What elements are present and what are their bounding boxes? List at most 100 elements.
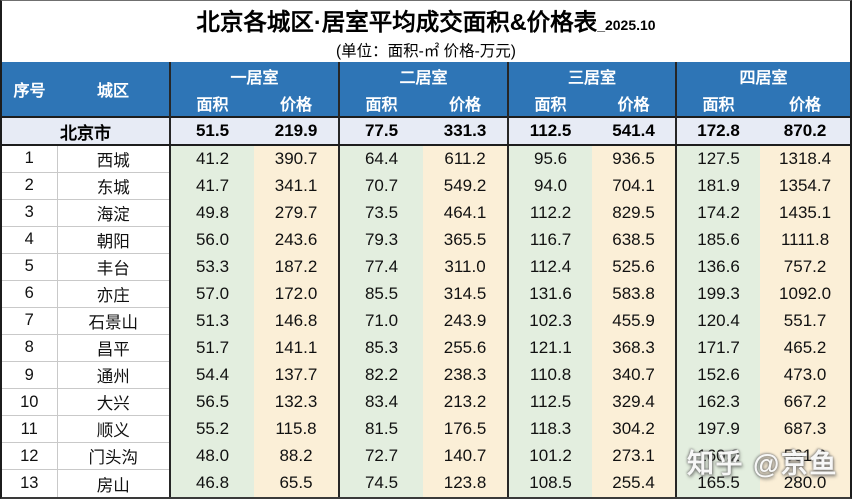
- district-name: 朝阳: [57, 226, 170, 254]
- area-value: 165.5: [675, 469, 761, 497]
- price-value: 1111.8: [760, 226, 851, 254]
- row-index: 12: [2, 442, 58, 471]
- area-value: 160.2: [675, 442, 761, 470]
- table-row: 12 门头沟 48.0 88.2 72.7 140.7 101.2 273.1 …: [2, 442, 851, 471]
- row-index: 4: [2, 226, 58, 254]
- price-value: 243.6: [254, 226, 340, 254]
- header-area-4: 面积: [675, 90, 761, 117]
- header-district: 城区: [57, 62, 170, 117]
- price-value: 65.5: [254, 469, 340, 497]
- header-group-3br: 三居室: [507, 62, 677, 90]
- price-value: 279.7: [254, 199, 340, 227]
- row-index: 8: [2, 334, 58, 363]
- price-value: 611.2: [423, 145, 509, 173]
- summary-name: 北京市: [2, 116, 170, 146]
- header-group-2br: 二居室: [338, 62, 509, 90]
- price-value: 213.2: [423, 388, 509, 416]
- area-value: 112.4: [507, 253, 593, 281]
- area-value: 41.7: [169, 172, 254, 200]
- price-value: 549.2: [423, 172, 509, 200]
- price-value: 638.5: [592, 226, 677, 254]
- row-index: 11: [2, 415, 58, 444]
- district-name: 丰台: [57, 253, 170, 281]
- district-name: 通州: [57, 361, 170, 390]
- row-index: 6: [2, 280, 58, 308]
- summary-value: 112.5: [507, 116, 593, 146]
- row-index: 13: [2, 469, 58, 497]
- area-value: 197.9: [675, 415, 761, 443]
- price-value: 1092.0: [760, 280, 851, 308]
- area-value: 77.4: [338, 253, 424, 281]
- table-row: 4 朝阳 56.0 243.6 79.3 365.5 116.7 638.5 1…: [2, 226, 851, 254]
- area-value: 181.9: [675, 172, 761, 200]
- area-value: 72.7: [338, 442, 424, 470]
- table-row: 3 海淀 49.8 279.7 73.5 464.1 112.2 829.5 1…: [2, 199, 851, 227]
- price-value: 140.7: [423, 442, 509, 470]
- price-value: 551.7: [760, 307, 851, 335]
- price-value: 273.1: [592, 442, 677, 470]
- price-value: 123.8: [423, 469, 509, 497]
- district-name: 顺义: [57, 415, 170, 444]
- price-value: 936.5: [592, 145, 677, 173]
- price-value: 176.5: [423, 415, 509, 443]
- area-value: 83.4: [338, 388, 424, 416]
- district-name: 大兴: [57, 388, 170, 417]
- summary-value: 172.8: [675, 116, 761, 146]
- header-price-1: 价格: [254, 90, 340, 117]
- price-value: 525.6: [592, 253, 677, 281]
- area-value: 46.8: [169, 469, 254, 497]
- table-row: 7 石景山 51.3 146.8 71.0 243.9 102.3 455.9 …: [2, 307, 851, 335]
- district-name: 亦庄: [57, 280, 170, 308]
- area-value: 102.3: [507, 307, 593, 335]
- area-value: 127.5: [675, 145, 761, 173]
- area-value: 41.2: [169, 145, 254, 173]
- row-index: 3: [2, 199, 58, 227]
- price-value: 141.1: [254, 334, 340, 362]
- price-value: 667.2: [760, 388, 851, 416]
- price-value: 304.2: [592, 415, 677, 443]
- price-value: 687.3: [760, 415, 851, 443]
- price-value: 1435.1: [760, 199, 851, 227]
- price-value: 280.0: [760, 469, 851, 497]
- area-value: 174.2: [675, 199, 761, 227]
- price-value: 1354.7: [760, 172, 851, 200]
- summary-value: 77.5: [338, 116, 424, 146]
- area-value: 171.7: [675, 334, 761, 362]
- area-value: 79.3: [338, 226, 424, 254]
- area-value: 95.6: [507, 145, 593, 173]
- area-value: 120.4: [675, 307, 761, 335]
- header-group-4br: 四居室: [675, 62, 851, 90]
- price-value: 311.0: [423, 253, 509, 281]
- area-value: 112.2: [507, 199, 593, 227]
- price-value: 329.4: [592, 388, 677, 416]
- area-value: 185.6: [675, 226, 761, 254]
- price-value: 243.9: [423, 307, 509, 335]
- price-value: 465.2: [760, 334, 851, 362]
- price-value: 314.5: [423, 280, 509, 308]
- summary-value: 331.3: [423, 116, 509, 146]
- price-value: 137.7: [254, 361, 340, 389]
- area-value: 57.0: [169, 280, 254, 308]
- table-row: 6 亦庄 57.0 172.0 85.5 314.5 131.6 583.8 1…: [2, 280, 851, 308]
- price-value: 473.0: [760, 361, 851, 389]
- area-value: 85.3: [338, 334, 424, 362]
- price-value: 255.4: [592, 469, 677, 497]
- area-value: 94.0: [507, 172, 593, 200]
- table-row: 11 顺义 55.2 115.8 81.5 176.5 118.3 304.2 …: [2, 415, 851, 444]
- district-name: 东城: [57, 172, 170, 200]
- area-value: 73.5: [338, 199, 424, 227]
- area-value: 131.6: [507, 280, 593, 308]
- header-area-3: 面积: [507, 90, 593, 117]
- header-price-2: 价格: [423, 90, 509, 117]
- area-value: 48.0: [169, 442, 254, 470]
- price-value: 187.2: [254, 253, 340, 281]
- row-index: 9: [2, 361, 58, 390]
- area-value: 71.0: [338, 307, 424, 335]
- price-value: 341.1: [254, 172, 340, 200]
- table-row: 10 大兴 56.5 132.3 83.4 213.2 112.5 329.4 …: [2, 388, 851, 417]
- title-block: 北京各城区·居室平均成交面积&价格表_2025.10 (单位：面积-㎡ 价格-万…: [2, 1, 850, 62]
- area-value: 56.0: [169, 226, 254, 254]
- price-value: 704.1: [592, 172, 677, 200]
- price-value: 561.0: [760, 442, 851, 470]
